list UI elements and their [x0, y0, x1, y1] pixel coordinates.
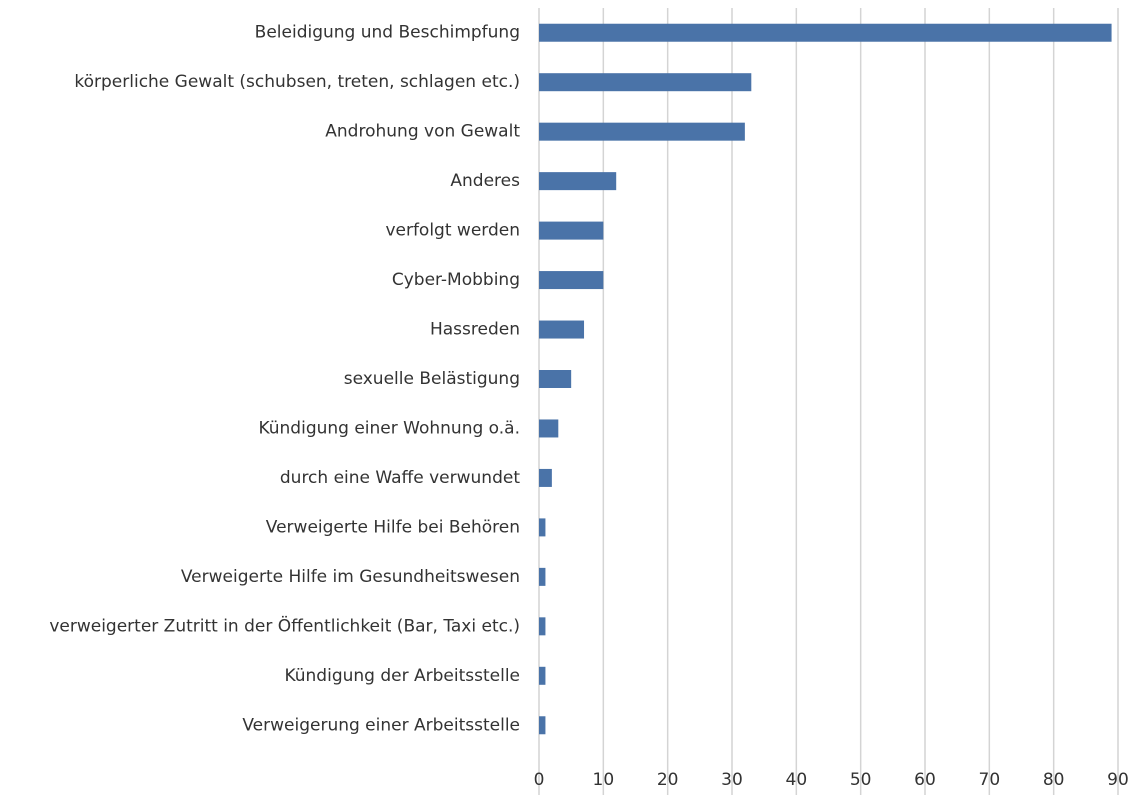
bar	[539, 567, 546, 586]
bar	[539, 617, 546, 636]
y-tick-label: Kündigung einer Wohnung o.ä.	[258, 418, 520, 438]
bar	[539, 73, 752, 92]
x-tick-label: 70	[979, 770, 1001, 790]
x-tick-label: 20	[657, 770, 679, 790]
bar	[539, 370, 572, 388]
y-tick-label: Beleidigung und Beschimpfung	[255, 23, 520, 43]
y-tick-label: Verweigerte Hilfe im Gesundheitswesen	[181, 567, 520, 587]
bar	[539, 122, 745, 141]
x-tick-label: 0	[534, 770, 545, 790]
y-tick-label: Hassreden	[430, 320, 520, 340]
y-tick-label: verfolgt werden	[385, 221, 520, 241]
x-tick-label: 90	[1107, 770, 1129, 790]
bar	[539, 172, 617, 191]
y-tick-label: Cyber-Mobbing	[392, 270, 520, 290]
bar	[539, 419, 559, 438]
bar	[539, 468, 552, 487]
x-tick-label: 50	[850, 770, 872, 790]
bar	[539, 271, 604, 290]
y-tick-label: Verweigerung einer Arbeitsstelle	[242, 715, 520, 735]
x-tick-label: 80	[1043, 770, 1065, 790]
bar	[539, 716, 546, 735]
x-tick-label: 30	[721, 770, 743, 790]
bar	[539, 221, 604, 240]
y-tick-label: sexuelle Belästigung	[344, 369, 520, 389]
y-tick-label: verweigerter Zutritt in der Öffentlichke…	[49, 614, 520, 636]
y-tick-label: Anderes	[450, 171, 520, 191]
bar	[539, 666, 546, 685]
y-tick-label: körperliche Gewalt (schubsen, treten, sc…	[74, 72, 520, 92]
y-tick-label: Verweigerte Hilfe bei Behören	[266, 517, 520, 537]
y-tick-label: Kündigung der Arbeitsstelle	[284, 666, 520, 686]
bar	[539, 23, 1112, 42]
y-tick-label: durch eine Waffe verwundet	[280, 468, 520, 488]
x-tick-label: 40	[786, 770, 808, 790]
bar	[539, 518, 546, 537]
x-tick-label: 60	[914, 770, 936, 790]
y-tick-label: Androhung von Gewalt	[325, 122, 520, 142]
x-tick-label: 10	[593, 770, 615, 790]
bar	[539, 320, 585, 339]
